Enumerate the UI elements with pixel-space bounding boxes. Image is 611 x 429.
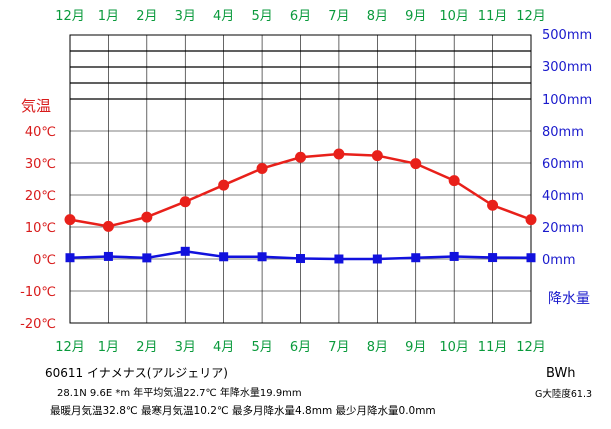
month-label-bottom: 1月	[98, 340, 119, 355]
station-title: 60611 イナメナス(アルジェリア)	[45, 366, 228, 380]
temp-point	[371, 150, 383, 162]
temp-point	[333, 148, 345, 160]
precip-axis-title: 降水量	[548, 291, 590, 307]
temp-point	[295, 151, 306, 163]
month-label-bottom: 3月	[175, 340, 196, 355]
month-label-top: 12月	[55, 9, 85, 24]
month-label-bottom: 4月	[213, 340, 234, 355]
month-label-top: 1月	[98, 9, 119, 24]
precip-tick-label: 500mm	[542, 28, 592, 43]
continentality: G大陸度61.3	[535, 388, 592, 400]
temp-tick-label: 10℃	[25, 221, 56, 236]
top-month-labels: 12月 1月 2月 3月 4月 5月 6月 7月 8月 9月 10月 11月 12月	[55, 9, 546, 24]
precip-point	[103, 251, 113, 261]
precip-point	[488, 253, 498, 263]
month-label-top: 2月	[136, 9, 157, 24]
precip-point	[257, 252, 267, 262]
temp-tick-label: -10℃	[20, 285, 56, 300]
precip-tick-label: 80mm	[542, 125, 584, 140]
temp-point	[64, 214, 76, 226]
precip-point	[65, 253, 75, 263]
bottom-month-labels: 12月 1月 2月 3月 4月 5月 6月 7月 8月 9月 10月 11月 12月	[55, 340, 546, 355]
precip-point	[411, 253, 421, 263]
precip-point	[449, 251, 459, 261]
precip-tick-label: 100mm	[542, 93, 592, 108]
temp-axis-title: 気温	[21, 97, 51, 115]
precip-axis-ticks: 500mm 300mm 100mm 80mm 60mm 40mm 20mm 0mm	[542, 28, 592, 268]
month-label-top: 4月	[213, 9, 234, 24]
month-label-top: 5月	[251, 9, 272, 24]
month-label-bottom: 2月	[136, 340, 157, 355]
temp-tick-label: 40℃	[25, 125, 56, 140]
month-label-bottom: 11月	[478, 340, 508, 355]
month-label-top: 6月	[290, 9, 311, 24]
month-label-bottom: 10月	[439, 340, 469, 355]
precip-point	[526, 253, 536, 263]
temp-point	[256, 162, 268, 174]
precip-point	[334, 254, 344, 264]
precip-point	[180, 246, 190, 256]
temp-point	[218, 179, 230, 191]
month-label-bottom: 8月	[367, 340, 388, 355]
precip-point	[296, 254, 305, 264]
temp-point	[410, 158, 422, 170]
month-label-bottom: 5月	[251, 340, 272, 355]
temp-point	[102, 220, 114, 232]
temp-tick-label: 0℃	[33, 253, 56, 268]
month-label-top: 3月	[175, 9, 196, 24]
temp-point	[525, 214, 537, 226]
precip-point	[142, 253, 152, 263]
month-label-top: 11月	[478, 9, 508, 24]
precip-tick-label: 20mm	[542, 221, 584, 236]
month-label-top: 9月	[405, 9, 426, 24]
station-stats-line1: 28.1N 9.6E *m 年平均気温22.7℃ 年降水量19.9mm	[57, 386, 302, 399]
temp-point	[141, 211, 153, 223]
temp-point	[487, 199, 499, 211]
month-label-top: 12月	[516, 9, 546, 24]
precip-point	[372, 254, 382, 264]
series-layer	[64, 148, 537, 264]
month-label-top: 8月	[367, 9, 388, 24]
climate-class: BWh	[546, 366, 576, 381]
month-label-bottom: 6月	[290, 340, 311, 355]
precip-tick-label: 60mm	[542, 157, 584, 172]
temp-point	[179, 196, 191, 208]
month-label-bottom: 12月	[55, 340, 85, 355]
month-label-top: 7月	[328, 9, 349, 24]
precip-tick-label: 40mm	[542, 189, 584, 204]
station-stats-line2: 最暖月気温32.8℃ 最寒月気温10.2℃ 最多月降水量4.8mm 最少月降水量…	[50, 404, 436, 417]
temp-axis-ticks: 40℃ 30℃ 20℃ 10℃ 0℃ -10℃ -20℃	[20, 125, 56, 332]
precip-tick-label: 300mm	[542, 60, 592, 75]
temp-tick-label: 30℃	[25, 157, 56, 172]
temp-point	[448, 175, 460, 187]
month-label-top: 10月	[439, 9, 469, 24]
precip-tick-label: 0mm	[542, 253, 576, 268]
temp-tick-label: -20℃	[20, 317, 56, 332]
month-label-bottom: 7月	[328, 340, 349, 355]
grid-layer	[69, 34, 532, 324]
precip-point	[219, 252, 229, 262]
month-label-bottom: 12月	[516, 340, 546, 355]
temp-tick-label: 20℃	[25, 189, 56, 204]
month-label-bottom: 9月	[405, 340, 426, 355]
